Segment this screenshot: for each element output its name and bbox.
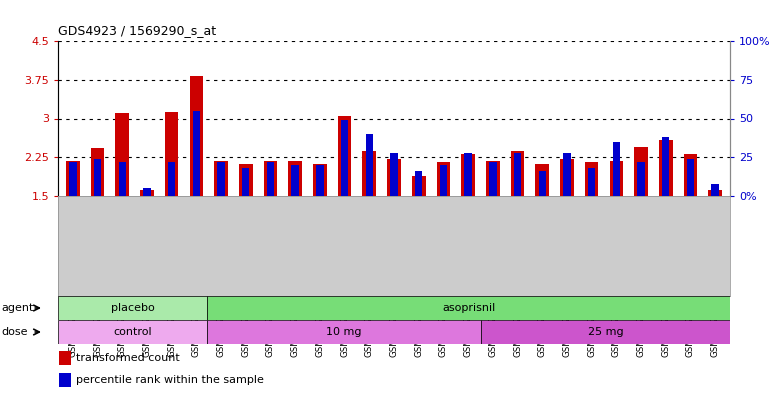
Bar — [58, 320, 207, 344]
Bar — [189, 76, 203, 196]
Bar — [387, 159, 401, 196]
Bar — [66, 161, 79, 196]
Bar — [214, 161, 228, 196]
Bar — [58, 296, 207, 320]
Bar — [366, 134, 373, 196]
Bar — [610, 161, 623, 196]
Bar — [59, 373, 71, 387]
Bar — [91, 149, 104, 196]
Bar — [687, 159, 695, 196]
Text: 25 mg: 25 mg — [588, 327, 624, 337]
Bar — [363, 151, 376, 196]
Bar — [613, 142, 620, 196]
Text: transformed count: transformed count — [76, 353, 180, 363]
Bar — [560, 159, 574, 196]
Bar — [207, 320, 481, 344]
Bar — [341, 120, 348, 196]
Bar — [217, 162, 225, 196]
Bar — [711, 184, 719, 196]
Bar — [242, 168, 249, 196]
Bar — [481, 320, 730, 344]
Text: GDS4923 / 1569290_s_at: GDS4923 / 1569290_s_at — [58, 24, 216, 37]
Bar — [585, 162, 598, 196]
Bar — [390, 152, 398, 196]
Bar — [143, 188, 151, 196]
Bar — [634, 147, 648, 196]
Text: asoprisnil: asoprisnil — [442, 303, 495, 313]
Bar — [263, 161, 277, 196]
Bar — [116, 113, 129, 196]
Text: 10 mg: 10 mg — [326, 327, 362, 337]
Bar — [266, 162, 274, 196]
Text: percentile rank within the sample: percentile rank within the sample — [76, 375, 264, 385]
Bar — [192, 111, 200, 196]
Bar — [59, 351, 71, 365]
Bar — [659, 140, 672, 196]
Bar — [207, 296, 730, 320]
Bar — [437, 162, 450, 196]
Bar — [684, 154, 698, 196]
Bar — [316, 165, 323, 196]
Bar — [440, 165, 447, 196]
Bar — [486, 161, 500, 196]
Bar — [708, 190, 722, 196]
Bar — [514, 152, 521, 196]
Bar — [94, 159, 101, 196]
Bar — [511, 151, 524, 196]
Bar — [412, 176, 426, 196]
Text: placebo: placebo — [111, 303, 155, 313]
Bar — [140, 190, 154, 196]
Bar — [292, 165, 299, 196]
Bar — [464, 152, 472, 196]
Bar — [168, 162, 176, 196]
Bar — [69, 162, 76, 196]
Text: dose: dose — [2, 327, 28, 337]
Bar — [535, 164, 549, 196]
Bar — [588, 168, 595, 196]
Text: agent: agent — [2, 303, 34, 313]
Bar — [563, 152, 571, 196]
Bar — [461, 154, 475, 196]
Bar — [638, 162, 644, 196]
Bar — [239, 164, 253, 196]
Bar — [165, 112, 179, 196]
Bar — [313, 164, 326, 196]
Bar — [338, 116, 351, 196]
Bar — [119, 162, 126, 196]
Bar — [538, 171, 546, 196]
Bar — [289, 161, 302, 196]
Bar — [489, 162, 497, 196]
Text: control: control — [113, 327, 152, 337]
Bar — [415, 171, 423, 196]
Bar — [662, 137, 669, 196]
